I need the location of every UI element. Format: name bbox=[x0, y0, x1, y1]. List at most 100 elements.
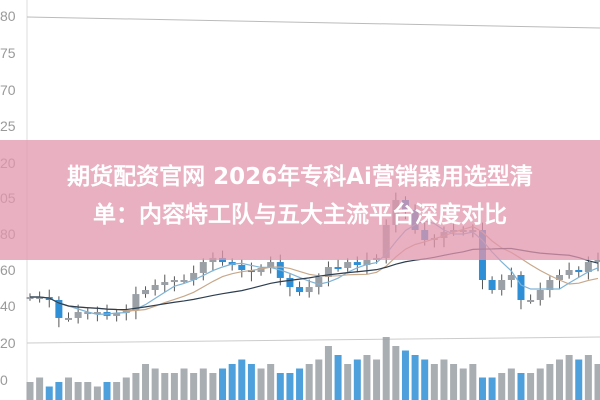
top-border bbox=[26, 16, 600, 29]
volume-bar bbox=[132, 373, 140, 400]
volume-bar bbox=[199, 368, 207, 400]
candle-body bbox=[26, 297, 34, 300]
y-tick-label: 0 bbox=[0, 372, 8, 388]
candle-body bbox=[324, 267, 332, 278]
volume-bar bbox=[344, 364, 352, 400]
volume-bar bbox=[228, 364, 236, 400]
volume-bar bbox=[276, 373, 284, 400]
volume-bar bbox=[247, 364, 255, 400]
volume-bar bbox=[26, 382, 34, 400]
candle-body bbox=[93, 312, 101, 315]
candle-body bbox=[315, 277, 323, 288]
candle-body bbox=[286, 277, 294, 288]
volume-bar bbox=[546, 364, 554, 400]
volume-bar bbox=[498, 373, 506, 400]
volume-bar bbox=[161, 373, 169, 400]
volume-bar bbox=[536, 368, 544, 400]
candle-body bbox=[55, 300, 63, 318]
y-tick-label: 70 bbox=[0, 82, 16, 98]
volume-bar bbox=[334, 355, 342, 400]
y-tick-label: 20 bbox=[0, 335, 16, 351]
volume-bar bbox=[36, 377, 44, 400]
candle-body bbox=[353, 262, 361, 265]
candle-body bbox=[238, 265, 246, 270]
volume-bar bbox=[411, 355, 419, 400]
volume-bar bbox=[517, 373, 525, 400]
volume-bar bbox=[219, 368, 227, 400]
candle-body bbox=[527, 300, 535, 302]
candle-body bbox=[151, 285, 159, 290]
y-tick-label: 60 bbox=[0, 262, 16, 278]
volume-bar bbox=[488, 377, 496, 400]
ma5-line bbox=[30, 220, 599, 316]
candle-body bbox=[132, 294, 140, 310]
candle-body bbox=[122, 310, 130, 313]
candle-body bbox=[594, 260, 600, 263]
candle-body bbox=[546, 280, 554, 290]
y-tick-label: 75 bbox=[0, 45, 16, 61]
volume-bar bbox=[575, 359, 583, 400]
candle-body bbox=[219, 257, 227, 263]
volume-bar bbox=[392, 346, 400, 400]
candle-body bbox=[74, 312, 82, 318]
candle-body bbox=[517, 275, 525, 300]
volume-bar bbox=[65, 377, 73, 400]
candle-body bbox=[180, 280, 188, 282]
candle-body bbox=[65, 317, 73, 320]
volume-bar bbox=[267, 364, 275, 400]
volume-bar bbox=[209, 373, 217, 400]
candle-body bbox=[305, 287, 313, 293]
candle-body bbox=[344, 262, 352, 268]
candle-body bbox=[363, 260, 371, 265]
candle-body bbox=[113, 312, 121, 316]
candle-body bbox=[488, 280, 496, 290]
candle-body bbox=[209, 257, 217, 263]
volume-bar bbox=[55, 382, 63, 400]
volume-bar bbox=[45, 386, 53, 400]
volume-bar bbox=[305, 364, 313, 400]
candle-body bbox=[536, 290, 544, 300]
volume-bar bbox=[430, 364, 438, 400]
volume-bar bbox=[151, 368, 159, 400]
candle-body bbox=[190, 272, 198, 280]
candle-body bbox=[247, 270, 255, 273]
candle-body bbox=[334, 267, 342, 270]
volume-bar bbox=[565, 355, 573, 400]
volume-bar bbox=[113, 382, 121, 400]
volume-bar bbox=[257, 368, 265, 400]
volume-bar bbox=[324, 346, 332, 400]
volume-bar bbox=[296, 368, 304, 400]
volume-bar bbox=[74, 382, 82, 400]
volume-bar bbox=[507, 368, 515, 400]
title-line-2: 单：内容特工队与五大主流平台深度对比 bbox=[93, 202, 507, 228]
volume-bar bbox=[315, 359, 323, 400]
title-banner bbox=[0, 140, 600, 260]
volume-bar bbox=[459, 368, 467, 400]
volume-bar bbox=[373, 359, 381, 400]
volume-bar bbox=[450, 364, 458, 400]
volume-bar bbox=[469, 364, 477, 400]
volume-bar bbox=[555, 359, 563, 400]
candle-body bbox=[575, 270, 583, 273]
volume-bar bbox=[84, 382, 92, 400]
article-title: 期货配资官网 2026年专科Ai营销器用选型清 单：内容特工队与五大主流平台深度… bbox=[0, 158, 600, 234]
volume-bar bbox=[190, 373, 198, 400]
candle-body bbox=[257, 267, 265, 273]
volume-bar bbox=[382, 337, 390, 400]
volume-bar bbox=[594, 364, 600, 400]
volume-bar bbox=[180, 368, 188, 400]
candle-body bbox=[36, 297, 44, 300]
volume-bar bbox=[363, 355, 371, 400]
volume-bar bbox=[478, 377, 486, 400]
volume-divider bbox=[26, 336, 600, 344]
volume-bar bbox=[286, 373, 294, 400]
volume-bar bbox=[584, 355, 592, 400]
candle-body bbox=[267, 262, 275, 268]
volume-bar bbox=[401, 350, 409, 400]
candle-body bbox=[507, 275, 515, 280]
candle-body bbox=[296, 287, 304, 293]
volume-bar bbox=[238, 359, 246, 400]
volume-bar bbox=[440, 359, 448, 400]
candle-body bbox=[161, 282, 169, 285]
